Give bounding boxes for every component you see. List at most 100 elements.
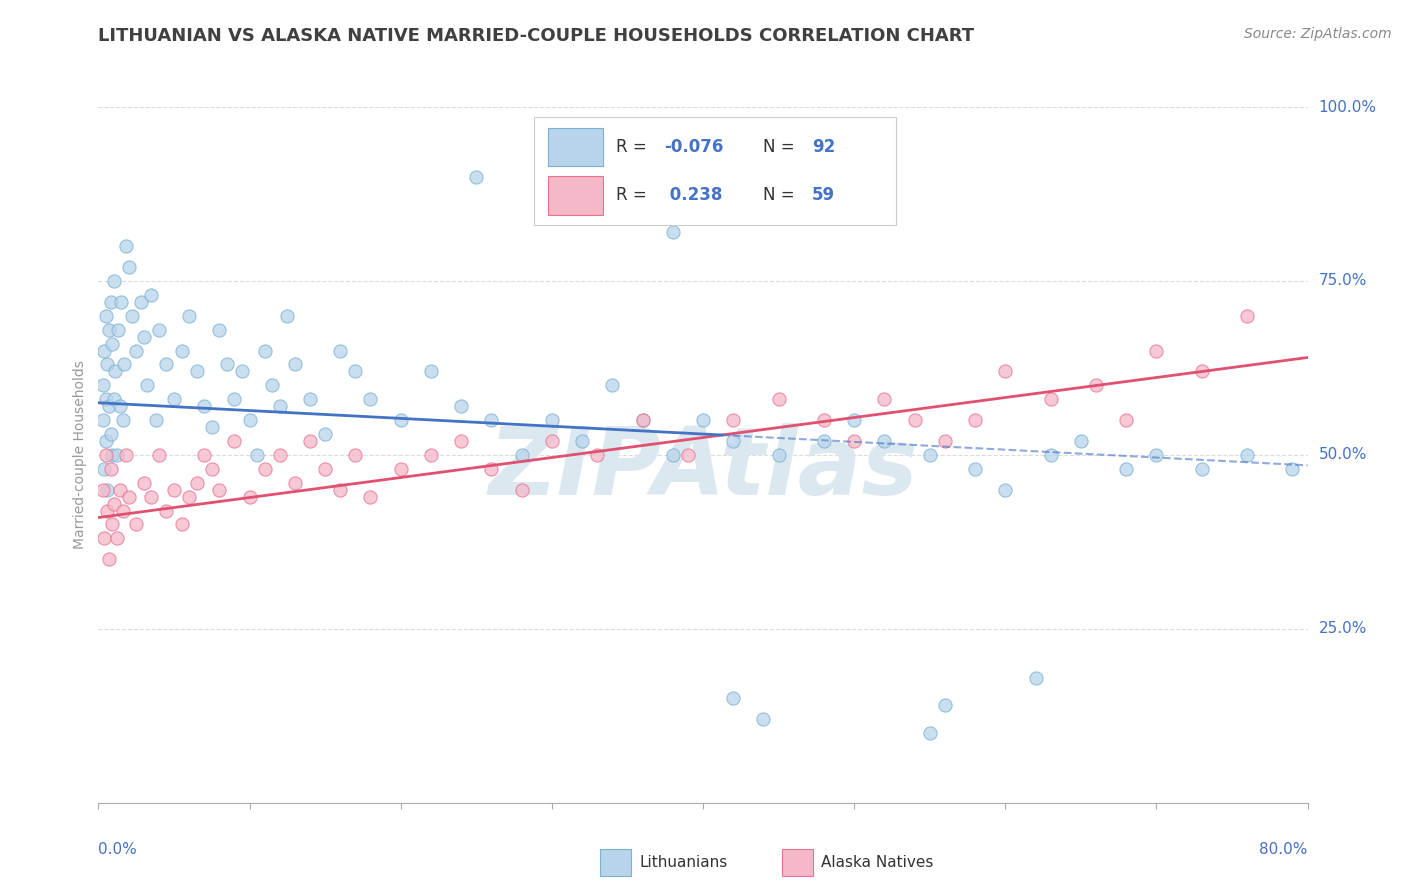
Point (768, 392, 790, 407)
Point (752, 712, 775, 726)
Point (510, 483, 533, 497)
Text: 75.0%: 75.0% (1319, 274, 1367, 288)
Point (112, 358, 135, 372)
Text: 80.0%: 80.0% (1260, 842, 1308, 856)
Point (132, 475, 155, 490)
Point (934, 434, 956, 448)
Point (193, 448, 215, 462)
Point (91, 413, 114, 427)
Point (224, 392, 246, 407)
Point (813, 413, 835, 427)
Point (918, 448, 941, 462)
Point (329, 343, 352, 358)
Point (93, 343, 115, 358)
Point (360, 392, 382, 407)
Point (101, 448, 124, 462)
Point (155, 358, 177, 372)
Point (1024, 671, 1046, 685)
Point (93, 532, 115, 546)
Point (135, 378, 157, 392)
Point (239, 413, 262, 427)
Point (481, 462, 503, 476)
Point (148, 323, 170, 337)
Point (145, 413, 167, 427)
Point (276, 309, 298, 323)
Point (904, 413, 927, 427)
Point (934, 698, 956, 713)
Point (1281, 462, 1303, 476)
Point (100, 427, 122, 442)
Text: 100.0%: 100.0% (1319, 100, 1376, 114)
Text: N =: N = (763, 137, 800, 156)
Point (540, 434, 562, 448)
Point (299, 392, 322, 407)
Point (329, 483, 352, 497)
Point (389, 413, 412, 427)
Point (148, 448, 170, 462)
Point (201, 462, 224, 476)
Point (723, 691, 745, 706)
Point (450, 434, 472, 448)
Point (994, 364, 1017, 378)
Point (118, 260, 141, 274)
Point (215, 358, 238, 372)
Point (284, 358, 307, 372)
Point (121, 309, 143, 323)
Point (965, 462, 987, 476)
Point (844, 413, 866, 427)
Point (98, 399, 121, 413)
Text: 92: 92 (811, 137, 835, 156)
Point (723, 434, 745, 448)
Point (1191, 364, 1213, 378)
Point (103, 274, 125, 288)
Point (1144, 343, 1167, 358)
Point (186, 475, 208, 490)
Point (114, 239, 136, 253)
Point (94, 309, 117, 323)
Point (125, 343, 148, 358)
Point (631, 413, 654, 427)
Text: -0.076: -0.076 (664, 137, 724, 156)
Text: R =: R = (616, 137, 652, 156)
Point (510, 448, 533, 462)
Point (269, 399, 291, 413)
Point (692, 413, 714, 427)
Point (132, 329, 155, 343)
Point (1191, 462, 1213, 476)
Point (1236, 448, 1258, 462)
Point (98, 552, 121, 566)
Point (179, 309, 201, 323)
Point (360, 490, 382, 504)
Bar (548, 177, 603, 215)
Point (108, 399, 131, 413)
Point (98, 323, 121, 337)
Point (420, 448, 443, 462)
Point (269, 448, 291, 462)
Point (103, 392, 125, 407)
Text: R =: R = (616, 186, 652, 204)
Text: Alaska Natives: Alaska Natives (821, 855, 934, 870)
Point (631, 413, 654, 427)
Text: 0.238: 0.238 (664, 186, 723, 204)
Bar (548, 128, 603, 166)
Point (208, 323, 231, 337)
Point (481, 413, 503, 427)
Point (389, 462, 412, 476)
Point (170, 343, 193, 358)
Point (1085, 378, 1108, 392)
Point (344, 448, 367, 462)
Point (100, 462, 122, 476)
Point (813, 434, 835, 448)
Point (103, 497, 125, 511)
Point (1070, 434, 1092, 448)
Point (1236, 309, 1258, 323)
Point (1039, 448, 1062, 462)
Point (768, 448, 790, 462)
Point (844, 434, 866, 448)
Point (111, 413, 134, 427)
Point (918, 726, 941, 740)
Text: Source: ZipAtlas.com: Source: ZipAtlas.com (1244, 27, 1392, 41)
Point (253, 462, 276, 476)
Point (96, 503, 118, 517)
Text: LITHUANIAN VS ALASKA NATIVE MARRIED-COUPLE HOUSEHOLDS CORRELATION CHART: LITHUANIAN VS ALASKA NATIVE MARRIED-COUP… (98, 27, 974, 45)
